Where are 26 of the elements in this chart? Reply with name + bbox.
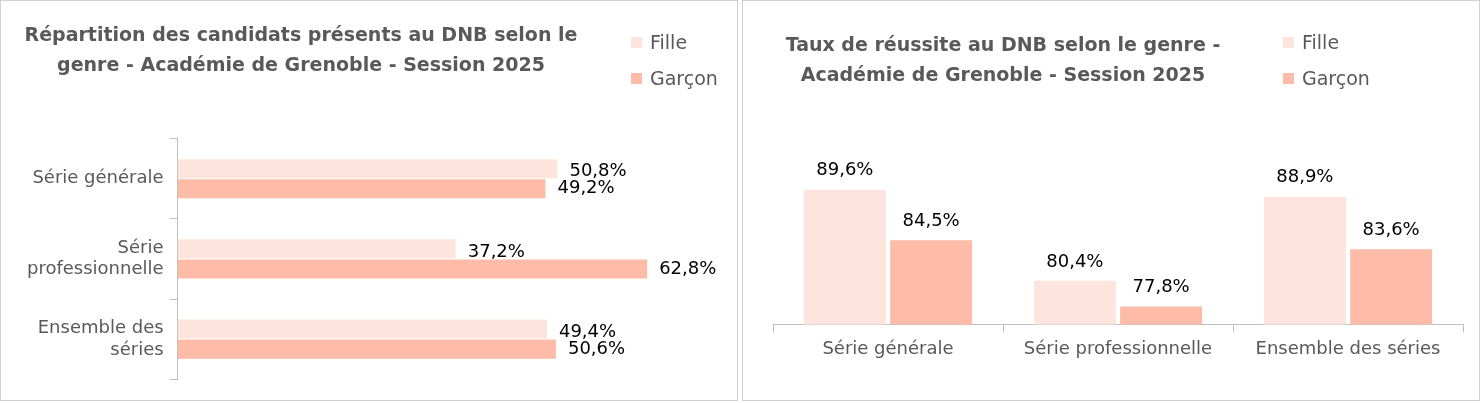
bar — [177, 339, 556, 359]
bar — [177, 159, 558, 179]
data-label: 88,9% — [1276, 165, 1334, 187]
data-label: 62,8% — [659, 256, 717, 278]
data-label: 89,6% — [816, 158, 874, 180]
bar — [177, 179, 546, 199]
data-label: 50,8% — [569, 159, 627, 181]
bar — [177, 319, 547, 339]
legend-label: Garçon — [1302, 67, 1370, 89]
legend-label: Fille — [650, 31, 688, 53]
data-label: 77,8% — [1132, 275, 1190, 297]
chart-title: Taux de réussite au DNB selon le genre - Académie de Grenoble - Session 2025 — [784, 32, 1222, 87]
bar — [177, 259, 648, 279]
legend-label: Fille — [1302, 31, 1340, 53]
x-tick-label: Série générale — [822, 336, 954, 358]
x-tick-label: Série professionnelle — [1023, 336, 1213, 358]
data-label: 83,6% — [1362, 217, 1420, 239]
data-label: 80,4% — [1046, 249, 1104, 271]
bar — [177, 239, 456, 259]
y-tick-label: Série professionnelle — [27, 235, 164, 279]
legend-label: Garçon — [650, 67, 718, 89]
data-label: 37,2% — [467, 239, 525, 261]
y-tick-label: Série générale — [32, 166, 164, 188]
chart-title: Répartition des candidats présents au DNB selon le genre - Académie de Grenoble - Session 2025 — [23, 22, 579, 77]
data-label: 84,5% — [902, 208, 960, 230]
x-tick-label: Ensemble des séries — [1255, 336, 1441, 358]
